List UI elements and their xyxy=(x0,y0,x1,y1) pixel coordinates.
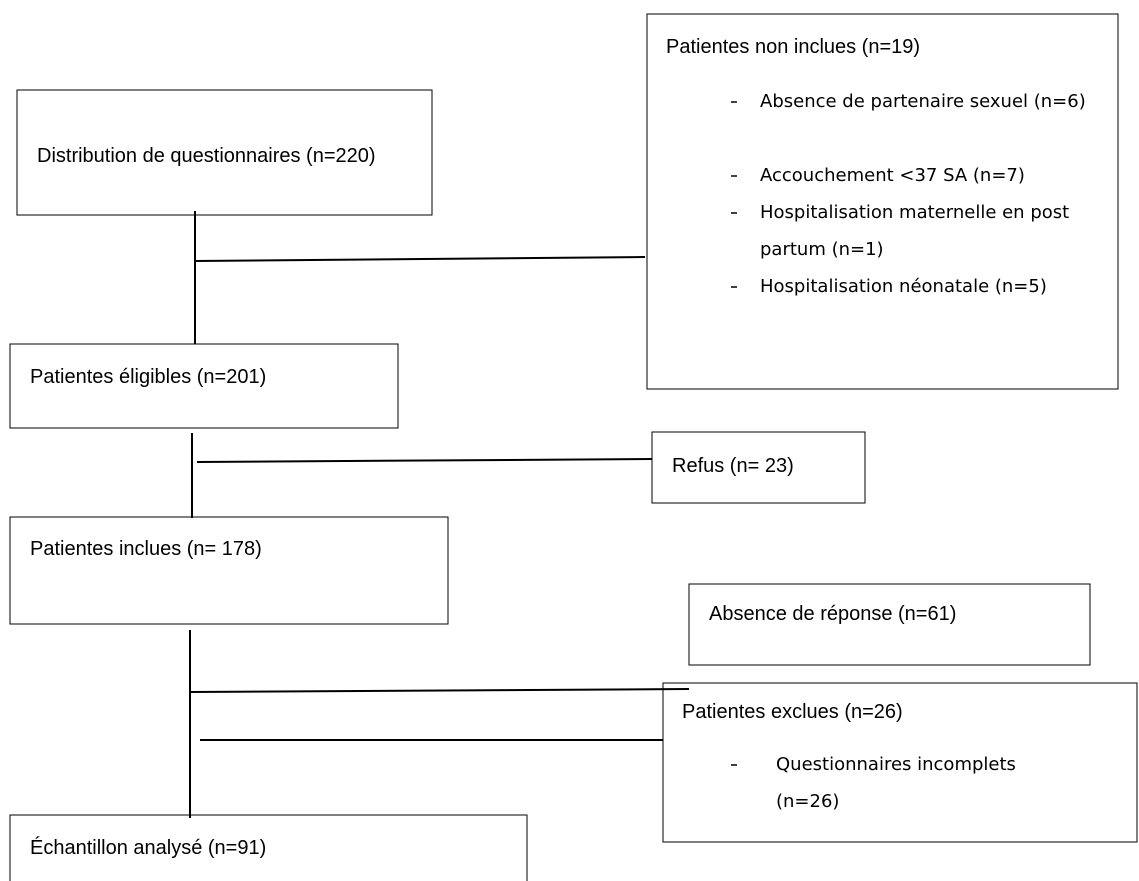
box xyxy=(9,814,528,881)
list-item: Accouchement <37 SA (n=7) xyxy=(760,165,1025,186)
node-label: Patientes éligibles (n=201) xyxy=(30,366,267,388)
list-item: Hospitalisation maternelle en post partu… xyxy=(760,202,1070,260)
connector xyxy=(196,458,653,463)
list-item: Questionnaires incomplets (n=26) xyxy=(776,754,1016,812)
node-label: Patientes inclues (n= 178) xyxy=(30,538,262,560)
list-item: Absence de partenaire sexuel (n=6) xyxy=(760,91,1086,112)
box xyxy=(688,583,1091,666)
box xyxy=(662,682,1138,843)
node-label: Absence de réponse (n=61) xyxy=(709,603,957,625)
box xyxy=(9,343,399,429)
connector xyxy=(194,256,646,262)
node-label: Échantillon analysé (n=91) xyxy=(30,837,267,859)
box xyxy=(646,13,1119,390)
node-label: Patientes non inclues (n=19) xyxy=(666,36,921,58)
node-label: Distribution de questionnaires (n=220) xyxy=(37,145,376,167)
connector xyxy=(190,688,690,693)
box xyxy=(9,516,449,625)
box xyxy=(16,89,433,216)
list-item: Hospitalisation néonatale (n=5) xyxy=(760,276,1047,297)
node-label: Patientes exclues (n=26) xyxy=(682,701,903,723)
box xyxy=(651,431,866,504)
node-label: Refus (n= 23) xyxy=(672,455,794,477)
